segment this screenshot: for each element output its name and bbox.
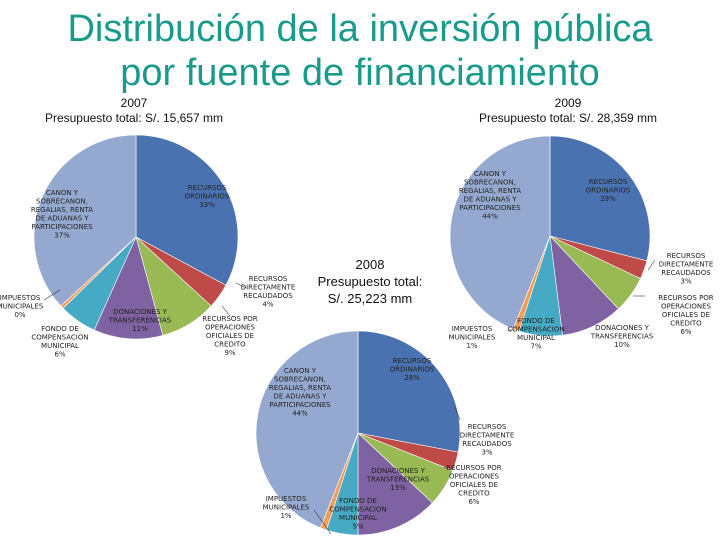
page-title-line-1: Distribución de la inversión pública (67, 8, 653, 50)
chart-2008-year: 2008 (355, 257, 385, 272)
leader-line-2007-2 (43, 289, 61, 301)
slice-label-2007-0: RECURSOS ORDINARIOS 33% (185, 184, 230, 209)
pie-slice-2009-6 (449, 135, 551, 330)
chart-2009-subtitle: Presupuesto total: S/. 28,359 mm (478, 111, 658, 125)
chart-2007-year: 2007 (120, 96, 148, 110)
leader-line-2008-0 (454, 406, 461, 421)
leader-line-2009-0 (647, 259, 656, 271)
slice-label-2008-4: FONDO DE COMPENSACION MUNICIPAL 5% (329, 497, 386, 531)
pie-slice-2007-0 (135, 134, 239, 286)
chart-2009-year: 2009 (554, 96, 582, 110)
chart-2007-subtitle: Presupuesto total: S/. 15,657 mm (44, 111, 224, 125)
slice-label-2007-2: RECURSOS POR OPERACIONES OFICIALES DE CREDI… (202, 315, 258, 357)
pie-chart-2008: RECURSOS ORDINARIOS 28% RECURSOS DIRECTAMENT… (255, 330, 515, 536)
slice-label-2008-2: RECURSOS POR OPERACIONES OFICIALES DE CREDI… (446, 464, 502, 506)
pie-slice-2007-6 (33, 134, 137, 307)
leader-line-2008-1 (443, 466, 451, 471)
pie-slice-2009-0 (549, 135, 651, 262)
slice-label-2007-4: FONDO DE COMPENSACION MUNICIPAL 6% (31, 325, 88, 359)
chart-2009-header: 2009 Presupuesto total: S/. 28,359 mm (468, 96, 668, 126)
pie-chart-2009: RECURSOS ORDINARIOS 29% RECURSOS DIRECTAMENT… (449, 135, 714, 351)
chart-2008-subtitle: Presupuesto total: S/. 25,223 mm (317, 274, 423, 306)
slice-label-2009-6: CANON Y SOBRECANON, REGALIAS, RENTA DE ADUA… (459, 170, 521, 221)
chart-2007-header: 2007 Presupuesto total: S/. 15,657 mm (36, 96, 232, 126)
leader-line-2007-1 (221, 305, 231, 317)
slice-label-2009-2: RECURSOS POR OPERACIONES OFICIALES DE CREDI… (658, 294, 714, 336)
slice-label-2009-0: RECURSOS ORDINARIOS 29% (586, 178, 631, 203)
slice-label-2009-3: DONACIONES Y TRANSFERENCIAS 10% (590, 324, 654, 349)
chart-2008-header: 2008 Presupuesto total: S/. 25,223 mm (310, 256, 430, 307)
slice-label-2007-6: CANON Y SOBRECANON, REGALIAS, RENTA DE ADUA… (31, 189, 93, 240)
slice-label-2008-6: CANON Y SOBRECANON, REGALIAS, RENTA DE ADUA… (269, 367, 331, 418)
slice-label-2007-1: RECURSOS DIRECTAMENTE RECAUDADOS 4% (241, 275, 296, 309)
pie-chart-2007: RECURSOS ORDINARIOS 33% RECURSOS DIRECTAMENT… (0, 134, 296, 359)
pie-slice-2008-6 (255, 330, 359, 529)
slice-label-2007-5: IMPUESTOS MUNICIPALES 0% (0, 294, 44, 319)
leader-line-2007-0 (235, 282, 247, 289)
slice-label-2008-0: RECURSOS ORDINARIOS 28% (390, 357, 435, 382)
pie-slice-2008-0 (357, 330, 461, 453)
slice-label-2008-5: IMPUESTOS MUNICIPALES 1% (263, 495, 310, 520)
slice-label-2008-3: DONACIONES Y TRANSFERENCIAS 13% (366, 467, 430, 492)
slice-label-2007-3: DONACIONES Y TRANSFERENCIAS 11% (108, 308, 172, 333)
leader-line-2008-2 (313, 509, 332, 535)
slice-label-2009-1: RECURSOS DIRECTAMENTE RECAUDADOS 3% (659, 252, 714, 286)
pie-slice-2008-3 (357, 432, 433, 536)
page-title-line-2: por fuente de financiamiento (120, 52, 600, 94)
pie-slice-2007-3 (93, 236, 164, 340)
slice-label-2009-5: IMPUESTOS MUNICIPALES 1% (449, 325, 496, 350)
slice-label-2008-1: RECURSOS DIRECTAMENTE RECAUDADOS 3% (460, 423, 515, 457)
slice-label-2009-4: FONDO DE COMPENSACION MUNICIPAL 7% (507, 317, 564, 351)
